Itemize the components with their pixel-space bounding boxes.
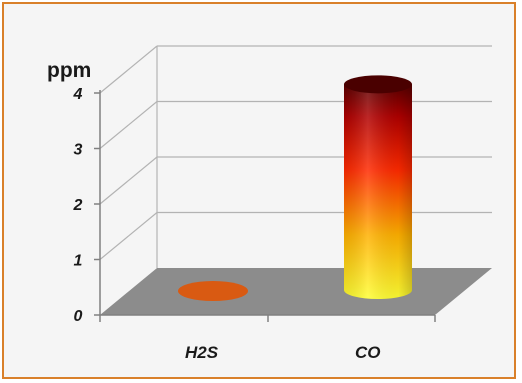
y-axis-label: ppm: [47, 59, 91, 82]
gridlines: [99, 45, 492, 268]
chart-floor: [100, 268, 492, 315]
bar-co: [344, 75, 412, 299]
x-tick-label-h2s: H2S: [185, 343, 219, 362]
gridline: [99, 156, 158, 205]
bar-co-shading: [344, 84, 412, 299]
bar-co-top: [344, 75, 412, 94]
y-tick-labels: 0 1 2 3 4: [73, 86, 100, 325]
y-tick-label: 1: [74, 253, 83, 270]
y-tick-label: 3: [74, 142, 83, 159]
bar-h2s: [178, 281, 248, 301]
gridline: [99, 45, 158, 94]
x-tick-label-co: CO: [355, 343, 381, 362]
y-tick-label: 4: [73, 86, 83, 103]
gridline: [99, 212, 158, 260]
chart-frame: [2, 2, 516, 379]
gridline: [99, 101, 158, 149]
y-tick-label: 0: [74, 308, 83, 325]
y-tick-label: 2: [73, 197, 83, 214]
